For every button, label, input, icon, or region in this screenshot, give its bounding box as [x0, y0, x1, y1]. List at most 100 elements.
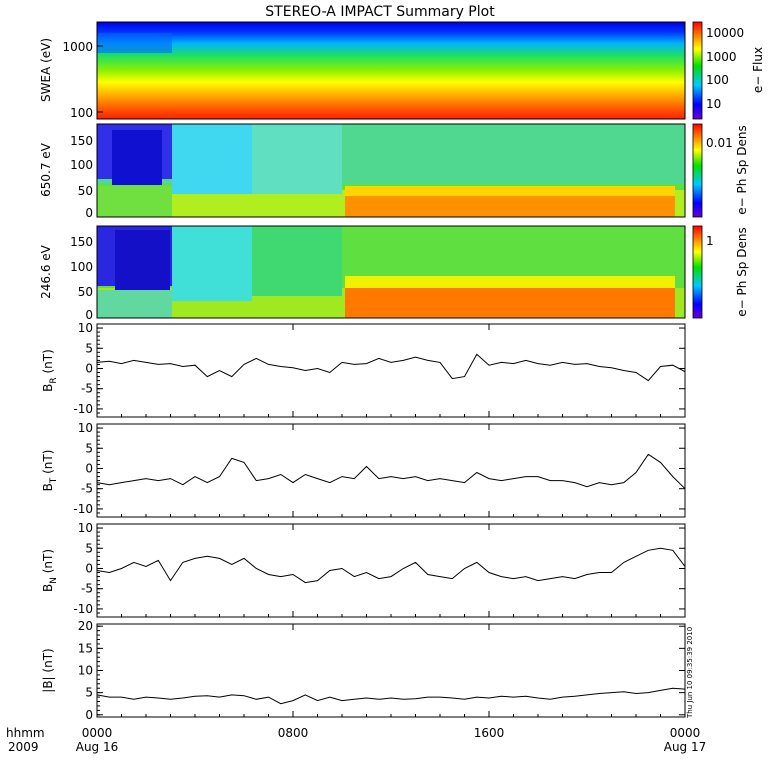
swea-spectrogram [97, 22, 685, 119]
y-label-main: B [41, 384, 55, 392]
pad650-ylabel: 650.7 eV [39, 142, 53, 197]
swea-frame [96, 21, 686, 120]
x-axis: hhmm 2009 0000 0800 1600 0000 Aug 16 Aug… [6, 726, 706, 754]
timestamp: Thu Jun 10 09:35:39 2010 [686, 627, 694, 719]
series-line [96, 687, 686, 705]
pad246-lower-left [97, 290, 172, 318]
x-tick-label-3: 0000 [670, 726, 701, 740]
panel-pad-650: 650.7 eV 150 100 50 0 0.01 e− Ph Sp Dens [39, 123, 749, 220]
y-tick-label: 10 [78, 421, 93, 435]
swea-ylabel: SWEA (eV) [39, 38, 53, 102]
y-tick-label: 10 [78, 521, 93, 535]
pad246-ytick-0: 0 [85, 308, 93, 322]
pad650-cbar-label: e− Ph Sp Dens [735, 125, 749, 214]
pad650-cyan-strip [172, 124, 252, 194]
panel-swea: SWEA (eV) 1000 100 10000 1000 100 10 e− … [39, 21, 765, 120]
pad246-yellow-band [345, 276, 675, 288]
y-tick-label: 0 [85, 708, 93, 722]
pad650-ytick-100: 100 [70, 158, 93, 172]
y-tick-label: -10 [73, 502, 93, 516]
y-label-unit: (nT) [41, 450, 55, 478]
y-label-main: B [41, 584, 55, 592]
y-tick-label: -10 [73, 402, 93, 416]
plot-frame [96, 423, 686, 518]
panel-bt: 10 5 0 -5 -10 BT (nT) [41, 421, 686, 518]
pad650-dark-core [112, 130, 162, 185]
pad650-red-band [345, 196, 675, 217]
swea-colorbar [692, 21, 703, 120]
swea-ytick-100: 100 [70, 106, 93, 120]
y-tick-label: 10 [78, 321, 93, 335]
y-tick-label: -10 [73, 602, 93, 616]
y-tick-label: 0 [85, 361, 93, 375]
swea-cbar-label: e− Flux [751, 47, 765, 93]
y-axis-label: BN (nT) [41, 549, 59, 592]
y-tick-label: 5 [85, 686, 93, 700]
pad246-ylabel: 246.6 eV [39, 244, 53, 299]
pad650-green-lower [97, 186, 172, 217]
x-left-label-hhmm: hhmm [6, 726, 45, 740]
y-label-main: |B| [41, 676, 55, 692]
y-label-subscript: R [49, 377, 59, 383]
pad246-dark-core [115, 230, 170, 292]
panel-br: 10 5 0 -5 -10 BR (nT) [41, 321, 686, 418]
panel-bmag: 20 15 10 5 0 |B| (nT) [41, 619, 686, 722]
pad246-ytick-50: 50 [78, 285, 93, 299]
x-tick-label-0: 0000 [82, 726, 113, 740]
plot-frame [96, 523, 686, 618]
y-tick-label: 20 [78, 619, 93, 633]
y-tick-label: 5 [85, 541, 93, 555]
x-left-label-year: 2009 [8, 740, 39, 754]
plot-frame [96, 323, 686, 418]
pad246-red-band [345, 288, 675, 318]
swea-cbar-tick-1000: 1000 [706, 50, 737, 64]
series-line [96, 353, 686, 382]
y-label-main: B [41, 483, 55, 491]
y-tick-label: -5 [81, 582, 93, 596]
y-axis-label: BR (nT) [41, 349, 59, 392]
swea-cbar-tick-100: 100 [706, 73, 729, 87]
pad650-colorbar [692, 123, 703, 218]
pad246-green-region [252, 226, 342, 296]
y-label-subscript: N [49, 577, 59, 584]
y-tick-label: 5 [85, 341, 93, 355]
y-label-unit: (nT) [41, 549, 55, 577]
pad650-cbar-tick: 0.01 [706, 136, 733, 150]
y-axis-label: |B| (nT) [41, 648, 55, 692]
x-tick-label-2: 1600 [474, 726, 505, 740]
pad246-ytick-100: 100 [70, 260, 93, 274]
pad650-ytick-0: 0 [85, 206, 93, 220]
pad650-ytick-150: 150 [70, 134, 93, 148]
pad650-frame [96, 123, 686, 218]
series-line [96, 453, 686, 490]
pad246-cbar-label: e− Ph Sp Dens [735, 227, 749, 316]
pad246-frame [96, 225, 686, 319]
swea-ytick-1000: 1000 [62, 40, 93, 54]
panel-pad-246: 246.6 eV 150 100 50 0 1 e− Ph Sp Dens [39, 225, 749, 322]
x-date-label-start: Aug 16 [76, 740, 119, 754]
pad246-cbar-tick: 1 [706, 234, 714, 248]
y-label-unit: (nT) [41, 349, 55, 377]
y-tick-label: 0 [85, 461, 93, 475]
series-line [96, 547, 686, 584]
y-tick-label: 15 [78, 641, 93, 655]
figure-title: STEREO-A IMPACT Summary Plot [265, 4, 495, 20]
swea-cbar-tick-10000: 10000 [706, 26, 744, 40]
x-date-label-end: Aug 17 [664, 740, 707, 754]
pad246-colorbar [692, 225, 703, 319]
swea-early-feature [97, 33, 172, 53]
y-label-unit: (nT) [41, 648, 55, 676]
y-tick-label: -5 [81, 482, 93, 496]
y-tick-label: 0 [85, 561, 93, 575]
pad246-ytick-150: 150 [70, 235, 93, 249]
plot-frame [96, 623, 686, 718]
pad246-cyan-region [172, 226, 252, 301]
y-label-subscript: T [49, 477, 59, 484]
panel-bn: 10 5 0 -5 -10 BN (nT) [41, 521, 686, 618]
y-axis-label: BT (nT) [41, 450, 59, 492]
swea-cbar-tick-10: 10 [706, 97, 721, 111]
y-tick-label: -5 [81, 382, 93, 396]
y-tick-label: 5 [85, 441, 93, 455]
x-tick-label-1: 0800 [278, 726, 309, 740]
